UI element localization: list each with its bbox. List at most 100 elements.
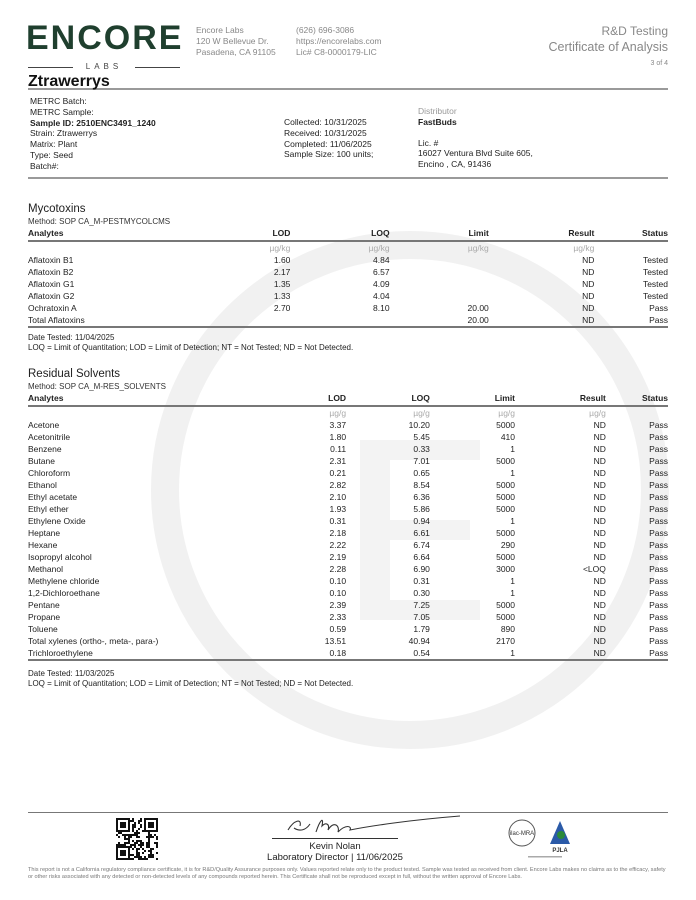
column-header: Analytes	[28, 228, 246, 242]
result-cell: ND	[593, 612, 606, 622]
analyte-cell: Toluene	[28, 624, 58, 634]
metrc-sample: METRC Sample:	[30, 106, 94, 117]
loq-cell: 0.30	[413, 588, 430, 598]
ilac-logo-text: ilac-MRA	[510, 831, 534, 837]
analyte-cell: Ochratoxin A	[28, 303, 77, 313]
table-row: Heptane 2.18 6.61 5000 ND Pass	[28, 527, 668, 539]
result-cell: ND	[515, 647, 606, 661]
lod-cell: 0.31	[329, 516, 347, 526]
status-cell: Pass	[649, 456, 668, 466]
sample-details: METRC Batch: METRC Sample: Sample ID: 25…	[30, 96, 156, 172]
result-cell: ND	[593, 444, 606, 454]
analyte-cell: Heptane	[28, 528, 61, 538]
result-cell: ND	[582, 255, 595, 265]
loq-cell: 6.64	[413, 552, 430, 562]
limit-cell	[390, 254, 489, 266]
limit-cell: 890	[500, 624, 516, 634]
loq-cell: 6.36	[413, 492, 430, 502]
lab-street: 120 W Bellevue Dr.	[196, 36, 269, 46]
limit-cell: 410	[500, 432, 516, 442]
table-row: Propane 2.33 7.05 5000 ND Pass	[28, 611, 668, 623]
table-row: Benzene 0.11 0.33 1 ND Pass	[28, 443, 668, 455]
result-cell: ND	[593, 528, 606, 538]
status-cell: Pass	[649, 612, 668, 622]
qr-code[interactable]	[116, 818, 158, 860]
lod-cell: 0.18	[316, 647, 347, 661]
table-row: Ochratoxin A 2.70 8.10 20.00 ND Pass	[28, 302, 668, 314]
lod-cell: 0.59	[329, 624, 347, 634]
analyte-cell: Ethyl acetate	[28, 492, 78, 502]
status-cell: Pass	[649, 588, 668, 598]
matrix: Matrix: Plant	[30, 139, 78, 150]
mycotoxins-legend: LOQ = Limit of Quantitation; LOD = Limit…	[28, 343, 354, 352]
table-row: Total xylenes (ortho-, meta-, para-) 13.5…	[28, 635, 668, 647]
solvents-notes: Date Tested: 11/03/2025 LOQ = Limit of Q…	[28, 669, 353, 689]
encore-logo: ENCORE	[26, 19, 184, 57]
analyte-cell: Aflatoxin G1	[28, 279, 75, 289]
result-cell: ND	[582, 303, 595, 313]
lab-website[interactable]: https://encorelabs.com	[296, 36, 382, 46]
result-cell: ND	[488, 314, 595, 328]
lod-cell: 1.35	[273, 279, 291, 289]
limit-cell: 5000	[496, 504, 516, 514]
status-cell: Pass	[649, 420, 668, 430]
analyte-cell: Pentane	[28, 600, 60, 610]
lod-cell: 2.18	[329, 528, 347, 538]
result-cell: ND	[593, 432, 606, 442]
sample-name: Ztrawerrys	[28, 73, 110, 90]
status-cell: Tested	[642, 255, 668, 265]
distributor-label: Distributor	[418, 106, 457, 116]
distributor-license: Lic. #	[418, 137, 439, 148]
unit-cell: µg/kg	[573, 243, 595, 253]
mycotoxins-method: Method: SOP CA_M-PESTMYCOLCMS	[28, 217, 171, 226]
column-header: Result	[488, 228, 595, 242]
table-row: Methylene chloride 0.10 0.31 1 ND Pass	[28, 575, 668, 587]
table-row: Trichloroethylene 0.18 0.54 1 ND Pass	[28, 647, 668, 661]
lod-cell: 1.93	[329, 504, 347, 514]
table-row: Aflatoxin G1 1.35 4.09 ND Tested	[28, 278, 668, 290]
table-header-row: Analytes LOD LOQ Limit Result Status	[28, 228, 668, 242]
limit-cell: 5000	[496, 420, 516, 430]
table-row: 1,2-Dichloroethane 0.10 0.30 1 ND Pass	[28, 587, 668, 599]
distributor-address-line2: Encino , CA, 91436	[418, 159, 492, 170]
limit-cell: 290	[500, 540, 516, 550]
lod-cell: 2.31	[329, 456, 347, 466]
status-cell: Pass	[594, 314, 668, 328]
limit-cell: 3000	[496, 564, 516, 574]
lod-cell: 13.51	[324, 636, 347, 646]
status-cell: Tested	[642, 279, 668, 289]
limit-cell: 5000	[496, 612, 516, 622]
units-row: µg/kg µg/kg µg/kg µg/kg	[28, 241, 668, 254]
limit-cell: 1	[510, 468, 516, 478]
column-header: Status	[594, 228, 668, 242]
lod-cell: 0.10	[329, 576, 347, 586]
result-cell: ND	[593, 492, 606, 502]
result-cell: ND	[582, 279, 595, 289]
footer-divider	[28, 812, 668, 813]
table-row: Acetonitrile 1.80 5.45 410 ND Pass	[28, 431, 668, 443]
accreditation-logos: ilac-MRA PJLA	[508, 819, 570, 858]
limit-cell: 1	[429, 647, 516, 661]
loq-cell: 0.33	[413, 444, 430, 454]
collected-date: Collected: 10/31/2025	[284, 117, 367, 127]
unit-cell: µg/g	[413, 408, 430, 418]
analyte-cell: Benzene	[28, 444, 62, 454]
table-row: Aflatoxin G2 1.33 4.04 ND Tested	[28, 290, 668, 302]
limit-cell: 1	[510, 588, 516, 598]
loq-cell: 40.94	[408, 636, 430, 646]
lod-cell: 2.22	[329, 540, 347, 550]
loq-cell: 0.65	[413, 468, 430, 478]
result-cell: ND	[593, 576, 606, 586]
loq-cell: 4.04	[373, 291, 390, 301]
analyte-cell: Aflatoxin G2	[28, 291, 75, 301]
result-cell: ND	[593, 420, 606, 430]
status-cell: Pass	[649, 576, 668, 586]
status-cell: Pass	[605, 647, 668, 661]
status-cell: Pass	[649, 303, 668, 313]
loq-cell: 5.45	[413, 432, 430, 442]
disclaimer: This report is not a California regulato…	[28, 867, 666, 881]
lod-cell: 2.39	[329, 600, 347, 610]
limit-cell: 2170	[496, 636, 516, 646]
column-header: LOQ	[290, 228, 390, 242]
lab-license: Lic# C8-0000179-LIC	[296, 47, 377, 57]
